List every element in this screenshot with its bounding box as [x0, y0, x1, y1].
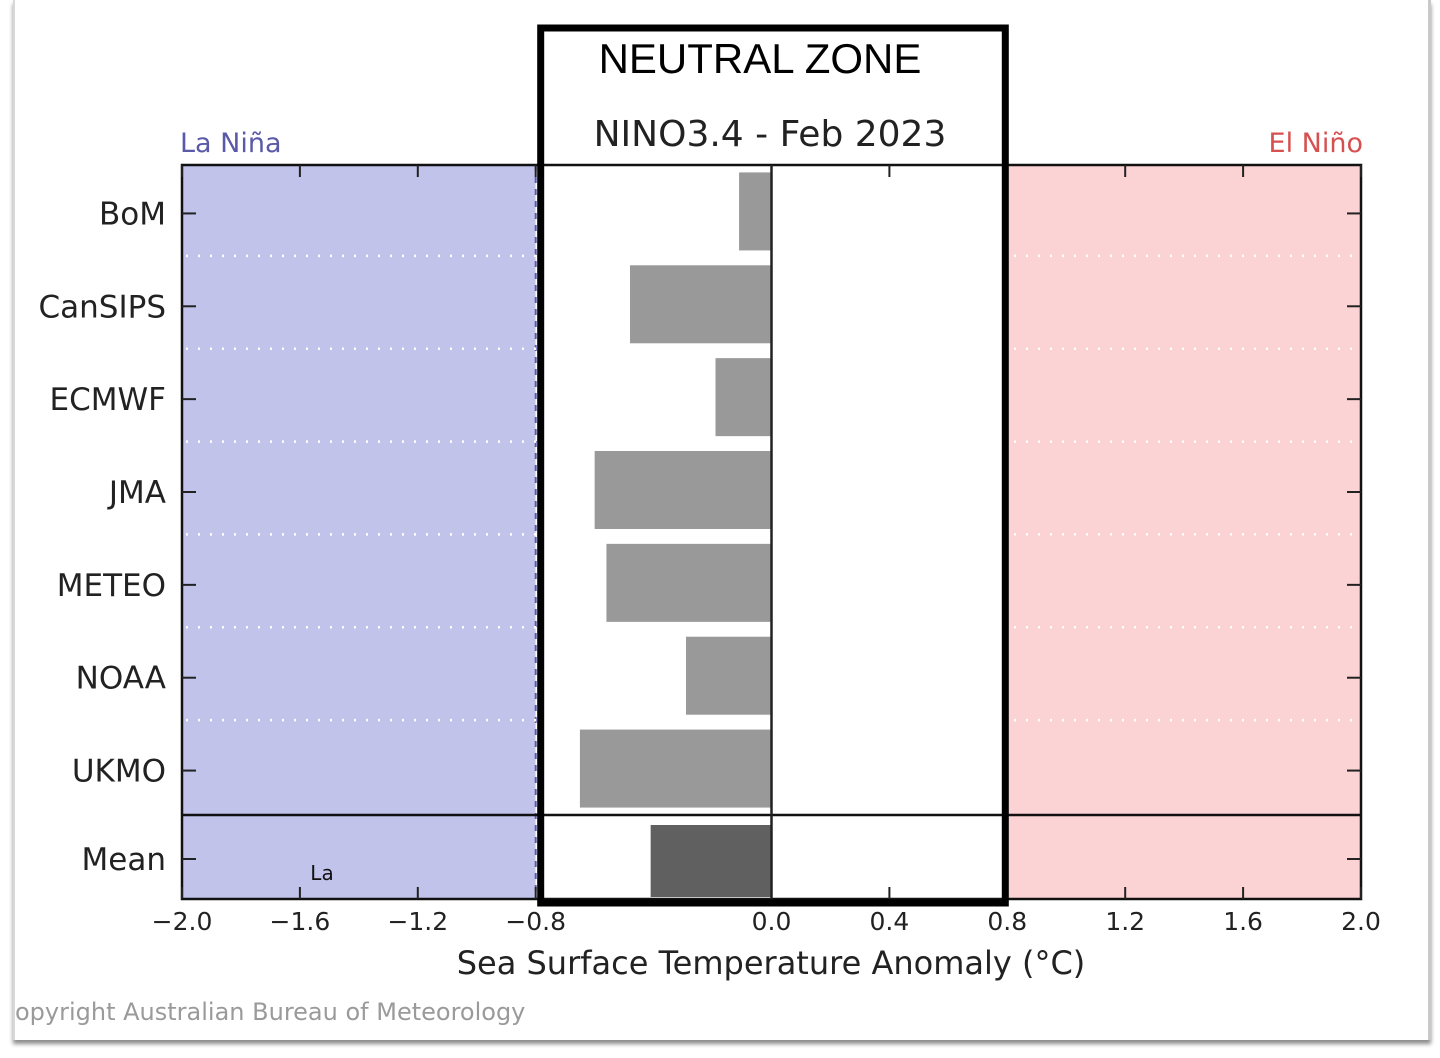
- x-tick-label: −1.2: [387, 907, 448, 936]
- y-tick-label: ECMWF: [50, 382, 166, 418]
- region-el-ni-o: [1007, 165, 1361, 899]
- bar-ukmo: [579, 729, 772, 808]
- region-la-ni-a: [182, 165, 536, 899]
- x-tick-label: −1.6: [270, 907, 331, 936]
- bar-bom: [739, 172, 772, 251]
- neutral-zone-box: [537, 24, 1009, 907]
- bar-meteo: [606, 543, 772, 622]
- x-tick-label: 0.4: [870, 907, 910, 936]
- y-tick-label: UKMO: [72, 754, 166, 790]
- y-tick-label: BoM: [99, 196, 166, 232]
- x-tick-labels: −2.0 −1.6 −1.2 −0.8 0.0 0.4 0.8 1.2 1.6 2.0: [152, 907, 1381, 936]
- x-tick-label: 0.0: [752, 907, 792, 936]
- bar-mean: [650, 825, 772, 897]
- chart-title: NINO3.4 - Feb 2023: [594, 114, 947, 155]
- bar-jma: [594, 451, 772, 529]
- bar-noaa: [686, 636, 772, 715]
- x-tick-label: 1.2: [1105, 907, 1145, 936]
- x-tick-label: 1.6: [1223, 907, 1263, 936]
- bar-ecmwf: [715, 358, 772, 437]
- y-tick-labels: BoM CanSIPS ECMWF JMA METEO NOAA UKMO Mean: [39, 196, 166, 878]
- y-tick-label: METEO: [57, 568, 166, 604]
- x-tick-label: −0.8: [505, 907, 566, 936]
- bars: [579, 172, 772, 897]
- axes: [180, 163, 1363, 901]
- y-tick-label: NOAA: [76, 661, 166, 697]
- y-tick-label: CanSIPS: [39, 289, 166, 325]
- x-tick-label: 2.0: [1341, 907, 1381, 936]
- in-plot-la-text: La: [310, 861, 333, 885]
- y-tick-label: JMA: [107, 475, 166, 511]
- x-tick-label: −2.0: [152, 907, 213, 936]
- copyright-text: opyright Australian Bureau of Meteorolog…: [15, 998, 525, 1026]
- neutral-zone-title: NEUTRAL ZONE: [599, 35, 922, 82]
- x-tick-label: 0.8: [987, 907, 1027, 936]
- bar-cansips: [630, 265, 772, 344]
- la-nina-label: La Niña: [180, 128, 282, 159]
- y-tick-label: Mean: [82, 842, 166, 878]
- x-axis-label: Sea Surface Temperature Anomaly (°C): [457, 944, 1086, 982]
- el-nino-label: El Niño: [1269, 128, 1363, 159]
- chart-frame: BoM CanSIPS ECMWF JMA METEO NOAA UKMO Mean −2.0…: [13, 0, 1431, 1040]
